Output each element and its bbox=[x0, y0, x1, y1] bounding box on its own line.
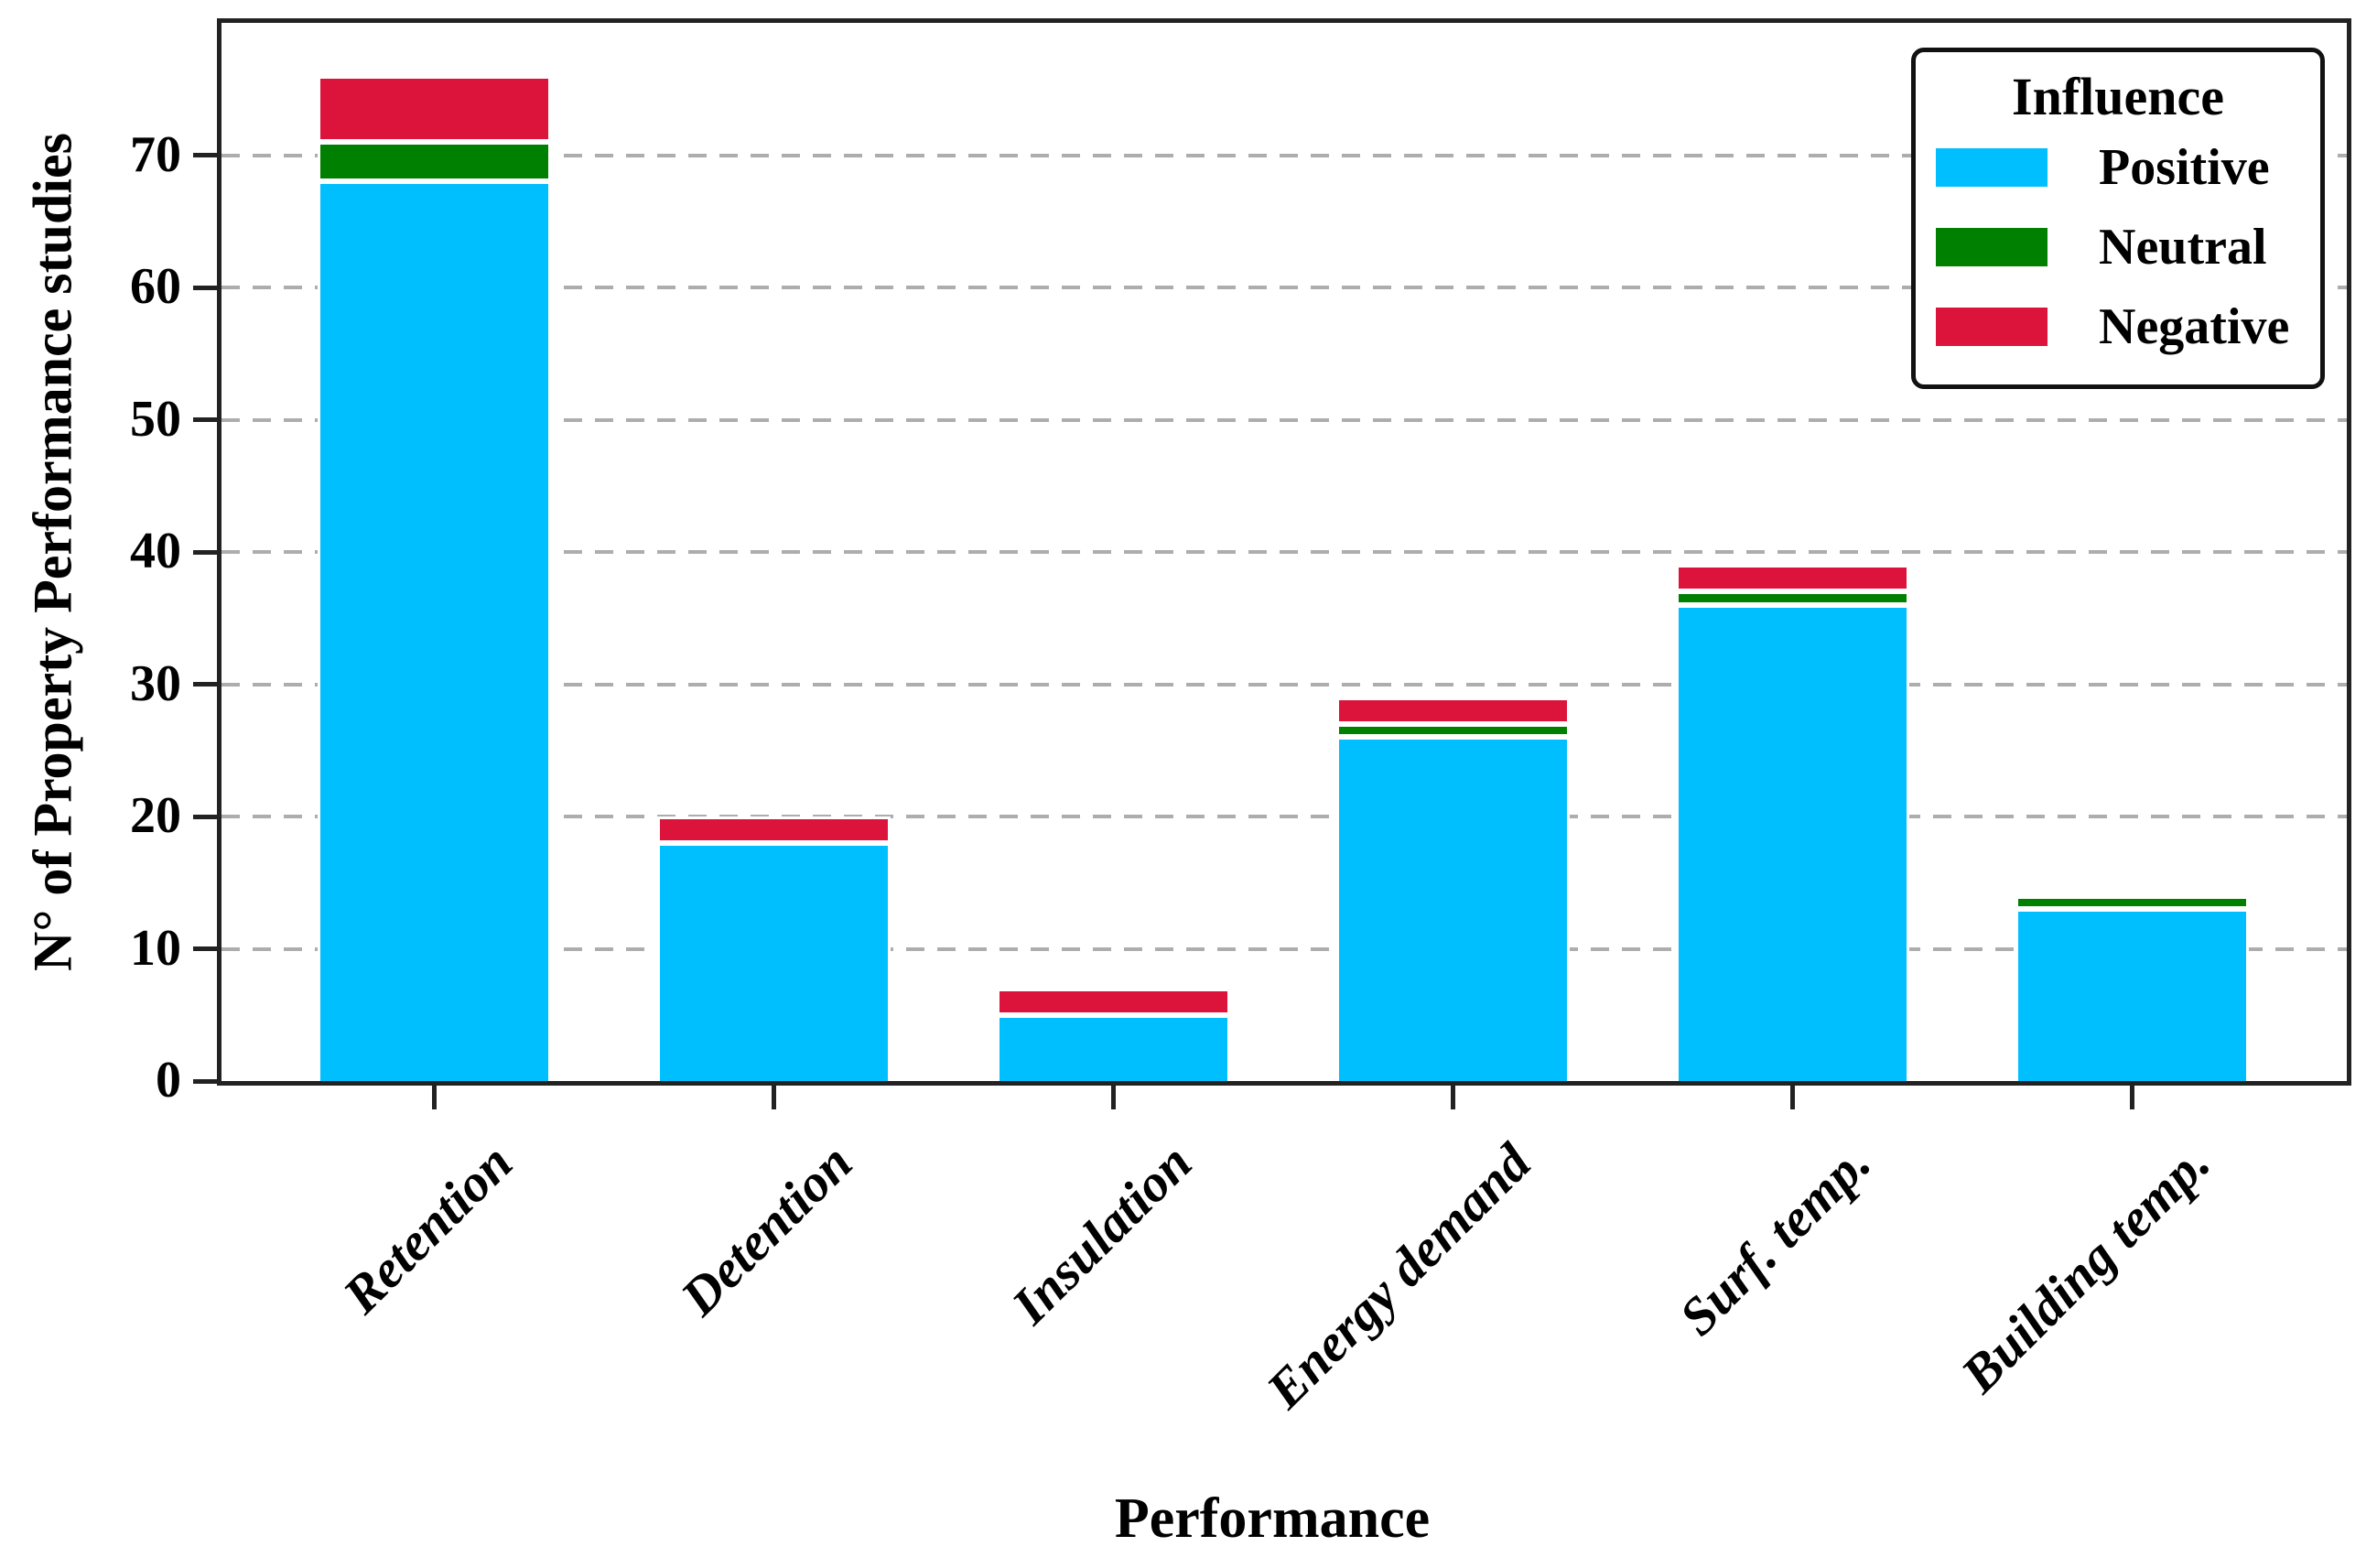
bar-segment-positive bbox=[2015, 909, 2249, 1081]
gridline bbox=[221, 286, 2347, 289]
y-tick-label: 40 bbox=[130, 522, 181, 579]
gridline bbox=[221, 550, 2347, 554]
legend-swatch-neutral bbox=[1936, 227, 2047, 266]
x-axis-label: Performance bbox=[1114, 1487, 1431, 1550]
y-tick bbox=[193, 153, 217, 157]
x-tick-label: Surf. temp. bbox=[1668, 1132, 1883, 1347]
gridline bbox=[221, 946, 2347, 951]
y-tick-label: 70 bbox=[130, 125, 181, 183]
y-tick-label: 50 bbox=[130, 390, 181, 448]
bar-segment-positive bbox=[1335, 737, 1570, 1081]
legend-title: Influence bbox=[2012, 67, 2224, 126]
bar-segment-positive bbox=[1675, 604, 1909, 1081]
y-tick bbox=[193, 946, 217, 951]
legend-swatch-positive bbox=[1936, 147, 2047, 187]
y-tick bbox=[193, 417, 217, 422]
x-tick-label: Detention bbox=[668, 1132, 864, 1327]
x-tick bbox=[1110, 1086, 1116, 1109]
bar-segment-negative bbox=[656, 816, 891, 843]
y-axis-label: N° of Property Performance studies bbox=[22, 133, 83, 971]
x-tick-label: Energy demand bbox=[1255, 1132, 1543, 1420]
legend: Influence Positive Neutral Negative bbox=[1911, 48, 2325, 389]
gridline bbox=[221, 153, 2347, 157]
bar-segment-neutral bbox=[1675, 591, 1909, 605]
bar-segment-negative bbox=[1335, 697, 1570, 724]
bar-segment-positive bbox=[996, 1014, 1230, 1081]
legend-item-label: Negative bbox=[2099, 297, 2290, 355]
y-tick bbox=[193, 682, 217, 687]
bar-segment-neutral bbox=[317, 142, 551, 182]
y-tick bbox=[193, 285, 217, 290]
bar-segment-negative bbox=[317, 75, 551, 143]
gridline bbox=[221, 682, 2347, 687]
x-tick bbox=[431, 1086, 437, 1109]
bar-segment-negative bbox=[996, 988, 1230, 1015]
legend-rows: Positive Neutral Negative bbox=[1932, 127, 2304, 366]
bar-segment-neutral bbox=[1335, 723, 1570, 738]
legend-item-label: Positive bbox=[2099, 138, 2270, 196]
x-tick bbox=[771, 1086, 776, 1109]
y-tick-label: 30 bbox=[130, 654, 181, 712]
y-tick bbox=[193, 1078, 217, 1084]
x-tick bbox=[2129, 1086, 2134, 1109]
y-tick bbox=[193, 549, 217, 555]
bar-segment-positive bbox=[317, 181, 551, 1081]
x-tick-label: Building temp. bbox=[1950, 1132, 2222, 1404]
x-tick-label: Retention bbox=[331, 1132, 524, 1325]
gridline bbox=[221, 417, 2347, 422]
legend-item-neutral: Neutral bbox=[1932, 207, 2304, 287]
gridline bbox=[221, 815, 2347, 818]
bar-segment-neutral bbox=[2015, 895, 2249, 910]
x-tick-label: Insulation bbox=[999, 1132, 1204, 1336]
y-tick-label: 60 bbox=[130, 257, 181, 315]
legend-item-negative: Negative bbox=[1932, 287, 2304, 366]
legend-item-label: Neutral bbox=[2099, 218, 2267, 276]
legend-item-positive: Positive bbox=[1932, 127, 2304, 207]
y-tick-label: 10 bbox=[130, 919, 181, 977]
bar-segment-positive bbox=[656, 842, 891, 1081]
y-tick-label: 20 bbox=[130, 786, 181, 844]
y-tick bbox=[193, 814, 217, 819]
legend-swatch-negative bbox=[1936, 307, 2047, 346]
x-tick bbox=[1789, 1086, 1795, 1109]
x-tick bbox=[1450, 1086, 1455, 1109]
y-tick-label: 0 bbox=[156, 1051, 181, 1108]
bar-segment-negative bbox=[1675, 565, 1909, 592]
